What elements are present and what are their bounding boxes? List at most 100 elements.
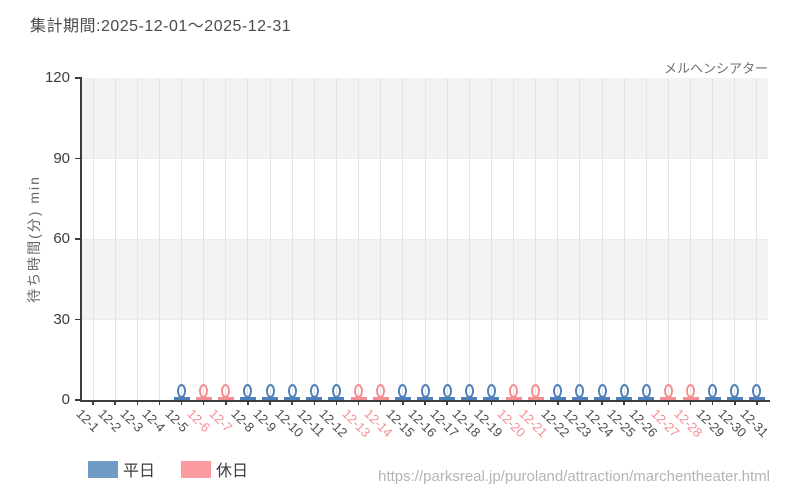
x-tick-label: 12-9: [250, 406, 280, 436]
chart-legend: 平日 休日: [88, 457, 248, 481]
v-gridline: [557, 78, 559, 400]
source-url: https://parksreal.jp/puroland/attraction…: [378, 468, 770, 485]
legend-label: 平日: [123, 463, 156, 480]
wait-marker-oval: [376, 384, 386, 398]
wait-marker-bar: [616, 396, 633, 400]
v-gridline: [623, 78, 625, 400]
x-tick: [357, 400, 360, 405]
x-tick: [756, 400, 758, 405]
v-gridline: [269, 78, 271, 400]
v-gridline: [313, 78, 315, 400]
v-gridline: [335, 78, 337, 400]
legend-item: 平日: [88, 457, 155, 481]
x-tick: [645, 400, 648, 405]
wait-marker-oval: [553, 384, 563, 398]
wait-marker-bar: [372, 396, 389, 400]
x-tick-label: 12-7: [206, 406, 236, 436]
x-tick: [446, 400, 448, 405]
v-gridline: [513, 78, 515, 400]
y-tick-label: 60: [53, 230, 70, 247]
x-tick: [512, 400, 515, 405]
wait-marker-oval: [177, 384, 187, 398]
x-tick: [468, 400, 470, 405]
v-gridline: [579, 78, 581, 400]
x-tick: [402, 400, 404, 405]
wait-marker-oval: [221, 384, 231, 398]
v-gridline: [181, 78, 183, 400]
wait-marker-oval: [287, 384, 297, 398]
wait-marker-oval: [442, 384, 452, 398]
wait-marker-bar: [726, 396, 743, 400]
wait-marker-oval: [708, 384, 718, 398]
x-tick: [557, 400, 559, 405]
wait-marker-oval: [531, 384, 541, 398]
x-tick: [424, 400, 426, 405]
wait-marker-bar: [262, 396, 279, 400]
wait-marker-oval: [486, 384, 496, 398]
x-tick: [136, 400, 139, 405]
wait-marker-oval: [752, 384, 762, 398]
x-tick: [579, 400, 581, 405]
wait-marker-bar: [571, 396, 588, 400]
x-tick: [490, 400, 493, 405]
x-tick-label: 12-4: [139, 406, 169, 436]
x-tick: [689, 400, 692, 405]
wait-marker-oval: [730, 384, 740, 398]
x-tick: [92, 400, 94, 405]
x-tick: [534, 400, 537, 405]
wait-marker-bar: [217, 396, 234, 400]
x-tick-label: 12-5: [161, 406, 191, 436]
wait-marker-oval: [265, 384, 275, 398]
v-gridline: [490, 78, 492, 400]
wait-marker-oval: [597, 384, 607, 398]
legend-item: 休日: [181, 457, 248, 481]
x-tick: [114, 400, 116, 405]
x-tick-label: 12-2: [95, 406, 125, 436]
v-gridline: [535, 78, 537, 400]
y-tick-label: 0: [61, 391, 70, 408]
x-tick: [313, 400, 316, 405]
x-tick: [247, 400, 249, 405]
x-tick-label: 12-6: [184, 406, 214, 436]
wait-marker-oval: [420, 384, 430, 398]
wait-marker-oval: [398, 384, 408, 398]
x-tick: [623, 400, 625, 405]
v-gridline: [756, 78, 758, 400]
wait-marker-oval: [663, 384, 673, 398]
wait-marker-bar: [527, 396, 544, 400]
y-tick: [75, 399, 81, 401]
wait-marker-bar: [704, 396, 721, 400]
wait-marker-oval: [575, 384, 585, 398]
v-gridline: [225, 78, 227, 400]
v-gridline: [402, 78, 404, 400]
v-gridline: [601, 78, 603, 400]
wait-marker-bar: [173, 396, 190, 400]
x-tick: [180, 400, 183, 405]
y-tick: [75, 238, 81, 240]
report-period-title: 集計期間:2025-12-01〜2025-12-31: [30, 18, 292, 35]
wait-marker-bar: [417, 396, 433, 400]
y-tick: [75, 77, 81, 79]
wait-marker-bar: [284, 396, 301, 400]
attraction-name-label: メルヘンシアター: [663, 61, 768, 76]
x-tick-label: 12-1: [73, 406, 103, 436]
v-gridline: [712, 78, 714, 400]
wait-marker-oval: [619, 384, 629, 398]
wait-marker-bar: [239, 396, 256, 400]
x-tick: [158, 400, 161, 405]
x-tick: [711, 400, 714, 405]
wait-marker-oval: [641, 384, 651, 398]
wait-marker-bar: [594, 396, 611, 400]
wait-marker-bar: [549, 396, 566, 400]
wait-marker-bar: [483, 396, 500, 400]
x-tick: [734, 400, 736, 405]
wait-marker-oval: [199, 384, 209, 398]
wait-marker-bar: [748, 396, 765, 400]
v-gridline: [424, 78, 426, 400]
legend-swatch: [88, 460, 118, 478]
v-gridline: [468, 78, 470, 400]
x-tick: [379, 400, 382, 405]
v-gridline: [690, 78, 692, 400]
y-tick-label: 90: [53, 149, 70, 167]
